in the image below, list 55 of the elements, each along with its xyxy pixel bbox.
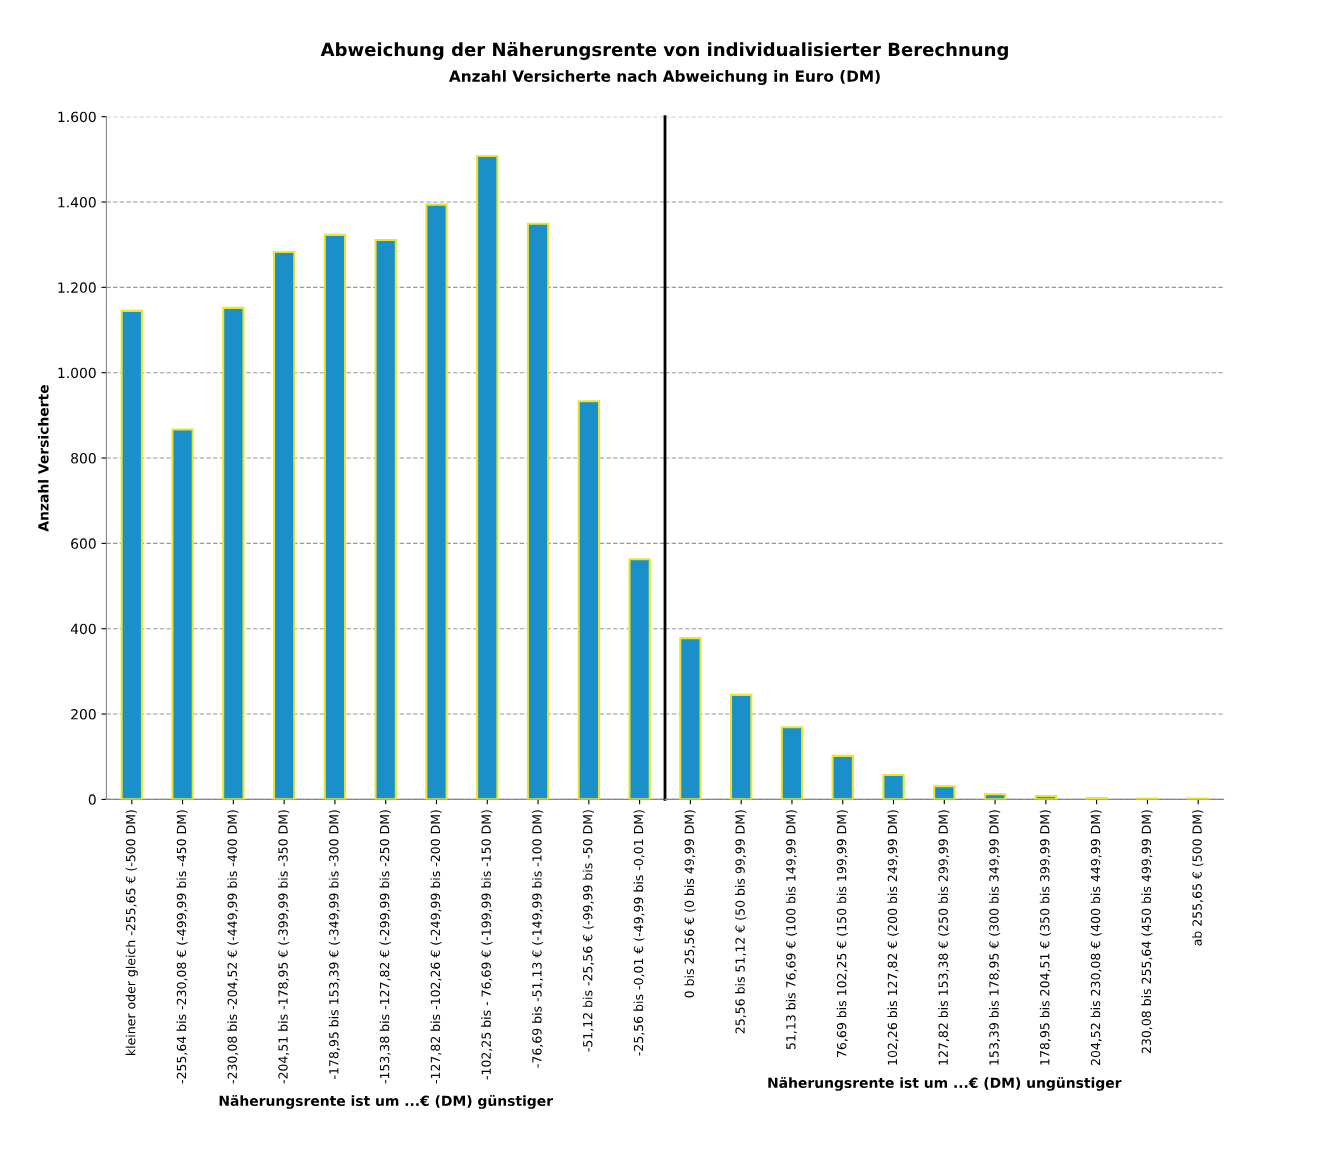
x-axis-title: Näherungsrente ist um ...€ (DM) ungünstiger xyxy=(768,1077,1122,1091)
bar xyxy=(1034,794,1058,800)
x-tick-label: 178,95 bis 204,51 € (350 bis 399,99 DM) xyxy=(1039,810,1051,1065)
y-axis-title: Anzahl Versicherte xyxy=(37,385,49,532)
x-tick-label: kleiner oder gleich -255,65 € (-500 DM) xyxy=(125,810,138,1055)
bar xyxy=(628,558,651,800)
x-tick-label: 102,26 bis 127,82 € (200 bis 249,99 DM) xyxy=(887,810,899,1065)
y-tick-label: 1.200 xyxy=(58,282,96,293)
y-tick-label: 1.000 xyxy=(58,367,96,379)
bar xyxy=(120,309,143,800)
x-tick-label: -127,82 bis -102,26 € (-249,99 bis -200 DM) xyxy=(430,810,442,1084)
y-tick-label: 1.600 xyxy=(58,111,96,123)
bar xyxy=(476,154,499,800)
x-tick-label: -51,12 bis -25,56 € (-99,99 bis -50 DM) xyxy=(582,810,594,1052)
bar xyxy=(222,306,245,800)
x-tick-label: ab 255,65 € (500 DM) xyxy=(1192,810,1204,946)
y-tick-label: 800 xyxy=(71,453,96,464)
x-tick-label: 0 bis 25,56 € (0 bis 49,99 DM) xyxy=(684,810,696,998)
x-tick-label: 230,08 bis 255,64 (450 bis 499,99 DM) xyxy=(1141,810,1153,1054)
bar xyxy=(526,222,550,800)
y-tick-label: 200 xyxy=(71,709,96,720)
bar xyxy=(679,637,702,800)
x-tick-label: 204,52 bis 230,08 € (400 bis 449,99 DM) xyxy=(1090,810,1102,1066)
x-tick-label: 51,13 bis 76,69 € (100 bis 149,99 DM) xyxy=(785,810,798,1050)
bar xyxy=(425,203,448,800)
x-tick-label: 127,82 bis 153,38 € (250 bis 299,99 DM) xyxy=(938,810,950,1065)
y-tick-label: 400 xyxy=(70,623,96,635)
x-tick-label: -204,51 bis -178,95 € (-399,99 bis -350 DM) xyxy=(278,810,290,1084)
bar xyxy=(272,250,296,800)
bar xyxy=(933,785,956,800)
x-tick-label: -255,64 bis -230,08 € (-499,99 bis -450 DM) xyxy=(176,810,188,1084)
y-tick-label: 0 xyxy=(88,794,96,805)
bar xyxy=(831,754,854,800)
chart-title: Abweichung der Näherungsrente von individualisierter Berechnung xyxy=(320,42,1008,60)
bar xyxy=(171,428,194,800)
x-tick-label: -102,25 bis - 76,69 € (-199,99 bis -150 DM) xyxy=(481,810,493,1080)
x-tick-label: 153,39 bis 178,95 € (300 bis 349,99 DM) xyxy=(989,810,1001,1065)
bar xyxy=(729,693,753,800)
y-tick-label: 1.400 xyxy=(58,197,96,208)
bar xyxy=(780,726,804,800)
x-tick-label: 25,56 bis 51,12 € (50 bis 99,99 DM) xyxy=(735,810,747,1034)
x-tick-label: -230,08 bis -204,52 € (-449,99 bis -400 DM) xyxy=(227,810,239,1084)
chart-subtitle: Anzahl Versicherte nach Abweichung in Euro (DM) xyxy=(449,70,880,85)
x-tick-label: -25,56 bis -0,01 € (-49,99 bis -0,01 DM) xyxy=(633,810,645,1056)
bar xyxy=(374,238,397,800)
x-axis-title: Näherungsrente ist um ...€ (DM) günstiger xyxy=(219,1095,554,1109)
x-tick-label: -76,69 bis -51,13 € (-149,99 bis -100 DM) xyxy=(532,810,544,1068)
bar xyxy=(577,400,601,800)
x-tick-label: -153,38 bis -127,82 € (-299,99 bis -250 DM) xyxy=(379,810,391,1084)
y-tick-label: 600 xyxy=(71,538,96,549)
x-tick-label: 76,69 bis 102,25 € (150 bis 199,99 DM) xyxy=(836,810,848,1057)
bar xyxy=(323,233,347,800)
x-tick-label: -178,95 bis 153,39 € (-349,99 bis -300 DM) xyxy=(328,810,341,1079)
bar xyxy=(983,793,1007,800)
bar xyxy=(882,774,905,800)
